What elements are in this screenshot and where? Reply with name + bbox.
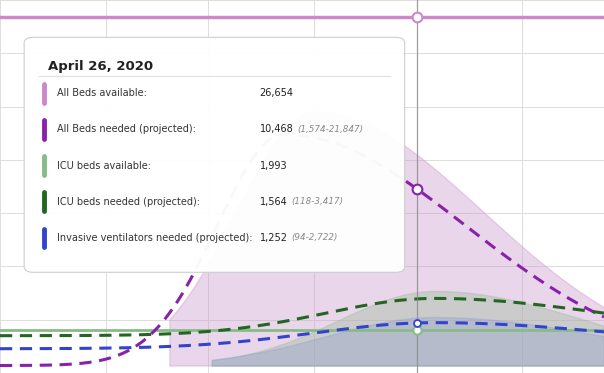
Text: (118-3,417): (118-3,417): [291, 197, 344, 206]
Text: ICU beds available:: ICU beds available:: [57, 161, 152, 170]
Text: ICU beds needed (projected):: ICU beds needed (projected):: [57, 197, 201, 207]
Text: 1,252: 1,252: [260, 233, 288, 243]
Text: April 26, 2020: April 26, 2020: [48, 60, 153, 73]
Text: 10,468: 10,468: [260, 125, 294, 134]
Text: 26,654: 26,654: [260, 88, 294, 98]
FancyBboxPatch shape: [24, 37, 405, 272]
Text: 1,993: 1,993: [260, 161, 288, 170]
Text: All Beds available:: All Beds available:: [57, 88, 147, 98]
Text: (1,574-21,847): (1,574-21,847): [297, 125, 363, 134]
Text: 1,564: 1,564: [260, 197, 288, 207]
Text: All Beds needed (projected):: All Beds needed (projected):: [57, 125, 196, 134]
Text: (94-2,722): (94-2,722): [291, 233, 338, 242]
Text: Invasive ventilators needed (projected):: Invasive ventilators needed (projected):: [57, 233, 253, 243]
